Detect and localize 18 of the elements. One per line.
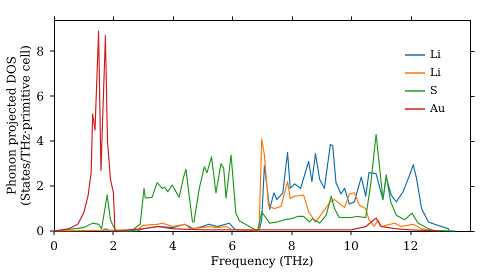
x-tick-label: 12 bbox=[402, 239, 418, 253]
legend-label: Li bbox=[430, 66, 442, 79]
y-tick-label: 8 bbox=[36, 44, 44, 58]
x-tick-label: 0 bbox=[50, 239, 58, 253]
y-axis-title: Phonon projected DOS (States/THz·primitive cell) bbox=[4, 45, 32, 206]
y-tick-label: 2 bbox=[36, 179, 44, 194]
legend-label: Li bbox=[430, 48, 442, 61]
x-tick-label: 4 bbox=[169, 239, 178, 253]
legend-label: Au bbox=[429, 102, 446, 115]
y-tick-label: 0 bbox=[36, 224, 44, 238]
x-tick-label: 2 bbox=[110, 239, 118, 253]
x-tick-label: 6 bbox=[228, 239, 236, 253]
x-tick-label: 8 bbox=[288, 239, 296, 253]
y-tick-label: 4 bbox=[36, 134, 44, 148]
legend-label: S bbox=[430, 84, 438, 97]
y-tick-label: 6 bbox=[36, 89, 44, 104]
x-tick-label: 10 bbox=[344, 239, 359, 253]
x-axis-title: Frequency (THz) bbox=[210, 254, 314, 268]
